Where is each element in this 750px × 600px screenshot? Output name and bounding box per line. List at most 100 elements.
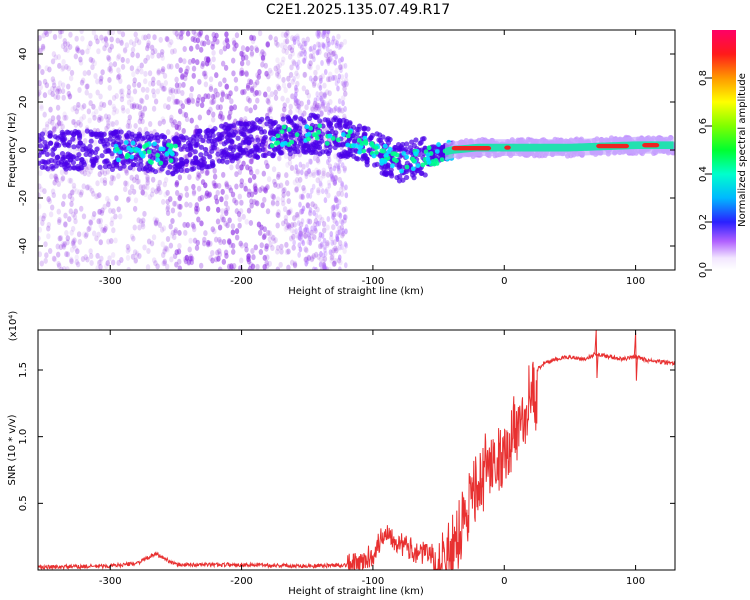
- noise-cell: [141, 34, 146, 41]
- noise-cell: [190, 221, 195, 228]
- noise-cell: [146, 238, 152, 245]
- noise-cell: [187, 58, 193, 65]
- noise-cell: [221, 258, 227, 265]
- noise-cell: [210, 99, 215, 106]
- ridge-cell: [318, 135, 324, 141]
- noise-cell: [314, 212, 319, 219]
- noise-cell: [43, 130, 49, 137]
- noise-cell: [330, 249, 335, 256]
- noise-cell: [280, 59, 285, 66]
- colorbar-ticks: 0.00.20.40.60.8: [698, 70, 712, 278]
- noise-cell: [120, 56, 125, 63]
- noise-cell: [115, 54, 121, 61]
- ridge-cell: [77, 133, 83, 139]
- noise-cell: [191, 65, 197, 72]
- noise-cell: [114, 119, 119, 126]
- noise-cell: [149, 44, 155, 51]
- ridge-peak-cell: [399, 168, 404, 174]
- noise-cell: [239, 242, 245, 249]
- noise-cell: [293, 100, 299, 107]
- y-tick-label: -40: [18, 238, 29, 254]
- noise-cell: [80, 104, 85, 111]
- noise-cell: [151, 105, 157, 112]
- ridge-peak-cell: [286, 127, 292, 132]
- ridge-peak-cell: [271, 136, 276, 142]
- noise-cell: [138, 184, 144, 191]
- noise-cell: [103, 225, 108, 232]
- noise-cell: [38, 170, 43, 177]
- noise-cell: [321, 167, 326, 174]
- noise-cell: [206, 93, 211, 100]
- noise-cell: [218, 239, 223, 246]
- noise-cell: [333, 178, 337, 185]
- ridge-cell: [181, 137, 187, 143]
- noise-cell: [326, 179, 332, 186]
- noise-cell: [195, 239, 200, 246]
- noise-cell: [200, 63, 205, 70]
- ridge-cell: [134, 162, 140, 168]
- ridge-cell: [293, 126, 299, 133]
- noise-cell: [177, 242, 182, 249]
- noise-cell: [315, 206, 320, 213]
- noise-cell: [319, 242, 324, 249]
- noise-cell: [140, 189, 145, 196]
- noise-cell: [313, 75, 319, 82]
- ridge-cell: [66, 143, 72, 149]
- ridge-cell: [71, 144, 77, 150]
- noise-cell: [203, 81, 209, 88]
- noise-cell: [62, 114, 67, 121]
- colorbar-tick-label: 0.0: [698, 262, 709, 278]
- noise-cell: [143, 191, 148, 198]
- ridge-cell: [42, 164, 48, 170]
- noise-cell: [344, 72, 349, 79]
- noise-cell: [262, 264, 267, 270]
- noise-cell: [327, 266, 332, 270]
- noise-cell: [44, 65, 49, 72]
- ridge-cell: [325, 119, 332, 125]
- noise-cell: [308, 64, 313, 71]
- noise-cell: [300, 50, 304, 57]
- noise-cell: [69, 256, 74, 263]
- noise-cell: [134, 250, 140, 257]
- noise-cell: [336, 77, 341, 84]
- y-tick-label: 0: [18, 147, 29, 153]
- noise-cell: [178, 108, 183, 115]
- noise-cell: [295, 33, 300, 40]
- noise-cell: [323, 106, 328, 113]
- ridge-cell: [272, 119, 279, 126]
- noise-cell: [80, 49, 85, 56]
- noise-cell: [239, 257, 244, 264]
- noise-cell: [71, 182, 77, 189]
- noise-cell: [219, 216, 225, 223]
- ridge-cell: [55, 135, 61, 141]
- noise-cell: [91, 111, 96, 118]
- ridge-cell: [396, 162, 402, 168]
- y-tick-label: 1.0: [18, 429, 29, 445]
- noise-cell: [194, 205, 199, 212]
- noise-cell: [137, 104, 142, 111]
- ridge-cell: [136, 166, 143, 172]
- noise-cell: [196, 93, 202, 100]
- noise-cell: [316, 158, 321, 165]
- ridge-cell: [411, 170, 418, 176]
- noise-cell: [126, 195, 132, 202]
- ridge-peak-cell: [382, 159, 388, 164]
- noise-cell: [263, 187, 268, 194]
- noise-cell: [132, 249, 138, 256]
- noise-cell: [213, 182, 219, 189]
- noise-cell: [40, 45, 46, 52]
- noise-cell: [72, 237, 77, 244]
- noise-cell: [296, 35, 300, 42]
- noise-cell: [193, 31, 198, 38]
- noise-cell: [224, 93, 229, 100]
- noise-cell: [86, 164, 91, 171]
- noise-cell: [327, 90, 332, 97]
- noise-cell: [109, 174, 115, 181]
- noise-cell: [244, 218, 249, 225]
- ridge-cell: [161, 134, 168, 140]
- ridge-cell: [411, 175, 417, 181]
- noise-cell: [344, 242, 349, 249]
- ridge-peak-cell: [434, 149, 440, 154]
- ridge-cell: [178, 146, 184, 152]
- noise-cell: [163, 245, 168, 252]
